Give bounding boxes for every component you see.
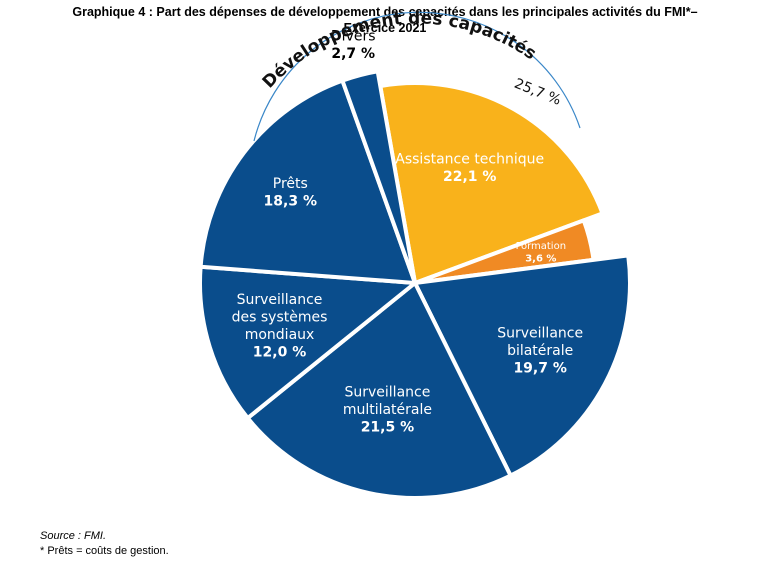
slice-label-divers: Divers 2,7 % — [331, 28, 376, 62]
group-bracket — [253, 11, 581, 142]
pie-slices — [198, 69, 632, 500]
slice-value-label: 21,5 % — [361, 419, 414, 435]
slice-value-label: 3,6 % — [525, 254, 556, 265]
slice-label-line: Formation — [516, 241, 566, 252]
slice-label-line: Divers — [331, 28, 376, 44]
chart-title-line-1: Graphique 4 : Part des dépenses de dével… — [72, 5, 698, 19]
footnote: * Prêts = coûts de gestion. — [40, 545, 169, 557]
slice-label-surveillance-bilaterale: Surveillance bilatérale 19,7 % — [497, 325, 583, 376]
group-label: Développement des capacités — [259, 8, 540, 92]
pie-slice-prets — [198, 78, 417, 285]
pie-slice-divers — [340, 69, 417, 285]
pie-slice-surveillance-des-systemes-mondiaux — [198, 264, 417, 421]
pie-slice-surveillance-bilaterale — [413, 253, 632, 478]
slice-label-line: bilatérale — [507, 343, 573, 359]
slice-label-line: Prêts — [273, 176, 308, 192]
slice-label-assistance-technique: Assistance technique 22,1 % — [395, 152, 544, 186]
slice-label-line: Surveillance — [237, 292, 323, 308]
slice-label-surveillance-multilaterale: Surveillance multilatérale 21,5 % — [343, 384, 432, 435]
pie-slice-surveillance-multilaterale — [245, 281, 513, 500]
slice-label-line: des systèmes — [232, 309, 328, 325]
slice-value-label: 12,0 % — [253, 344, 306, 360]
pie-labels: Assistance technique 22,1 % Formation 3,6 %… — [232, 28, 583, 435]
slice-value-label: 2,7 % — [331, 46, 375, 62]
slice-label-line: Surveillance — [344, 384, 430, 400]
slice-label-line: Surveillance — [497, 325, 583, 341]
slice-value-label: 22,1 % — [443, 169, 496, 185]
slice-value-label: 18,3 % — [264, 193, 317, 209]
slice-label-surveillance-des-systemes-mondiaux: Surveillance des systèmes mondiaux 12,0 % — [232, 292, 328, 361]
slice-label-line: multilatérale — [343, 402, 432, 418]
slice-value-label: 19,7 % — [513, 360, 566, 376]
slice-label-prets: Prêts 18,3 % — [264, 176, 317, 210]
slice-label-line: mondiaux — [245, 327, 315, 343]
source-note: Source : FMI. — [40, 530, 107, 542]
chart-title-line-2: Exercice 2021 — [343, 21, 427, 35]
slice-label-line: Assistance technique — [395, 152, 544, 168]
group-label-text: Développement des capacités — [259, 8, 540, 92]
slice-label-formation: Formation 3,6 % — [516, 241, 566, 265]
chart-title: Graphique 4 : Part des dépenses de dével… — [0, 4, 770, 36]
